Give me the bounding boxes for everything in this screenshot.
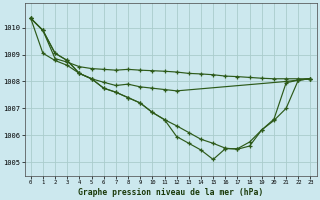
X-axis label: Graphe pression niveau de la mer (hPa): Graphe pression niveau de la mer (hPa) [78,188,263,197]
